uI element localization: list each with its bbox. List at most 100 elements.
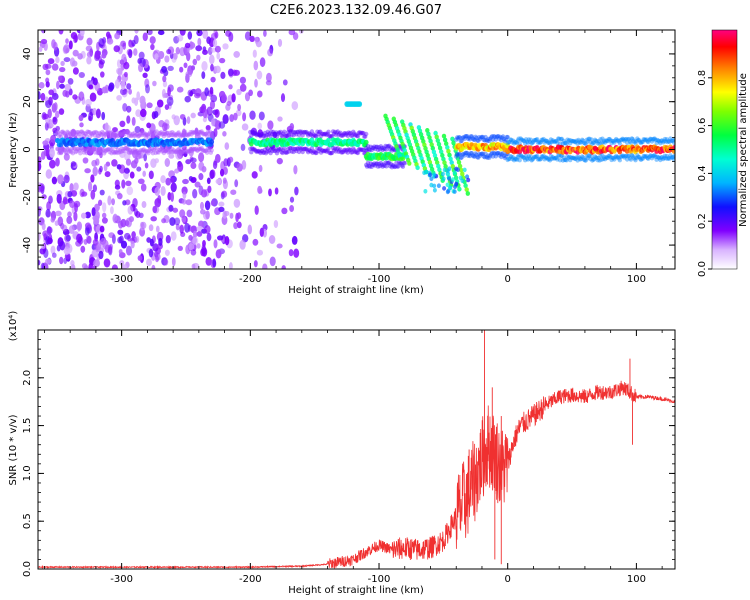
heatmap-cell — [214, 65, 221, 74]
heatmap-cell — [380, 164, 385, 169]
heatmap-cell — [384, 147, 389, 152]
heatmap-cell — [120, 80, 126, 90]
heatmap-cell — [283, 133, 288, 138]
heatmap-cell — [669, 155, 674, 160]
heatmap-cell — [103, 163, 108, 172]
heatmap-cell — [54, 110, 60, 119]
heatmap-cell — [118, 164, 126, 174]
heatmap-cell — [599, 157, 604, 162]
heatmap-cell — [568, 138, 574, 143]
colorbar-tick-label: 0.4 — [697, 165, 708, 181]
heatmap-cell — [646, 139, 651, 145]
heatmap-cell — [272, 148, 277, 153]
heatmap-cell — [85, 129, 90, 134]
heatmap-cell — [523, 141, 528, 146]
heatmap-cell — [623, 137, 628, 142]
snr-x-tick-label: 100 — [627, 574, 646, 585]
heatmap-cell — [273, 130, 279, 135]
heatmap-cell — [276, 147, 281, 152]
heatmap-cell — [562, 157, 567, 163]
heatmap-cell — [185, 149, 190, 155]
heatmap-cell — [60, 60, 65, 66]
snr-y-multiplier: (x10⁴) — [8, 311, 19, 342]
heatmap-cell — [172, 150, 178, 155]
heatmap-cell — [619, 137, 624, 142]
heatmap-cell — [137, 178, 145, 185]
heatmap-cell — [63, 57, 71, 63]
heatmap-cell — [170, 182, 177, 193]
heatmap-cell — [608, 138, 613, 143]
heatmap-cell — [471, 137, 476, 142]
heatmap-cell — [183, 62, 188, 69]
heatmap-cell — [582, 158, 588, 163]
heatmap-cell — [89, 92, 97, 102]
heatmap-cell — [176, 34, 184, 42]
heatmap-cell — [168, 204, 174, 212]
heatmap-cell — [432, 153, 438, 158]
heatmap-cell — [196, 243, 201, 249]
heatmap-cell — [85, 146, 90, 151]
heatmap-cell — [442, 160, 447, 166]
snr-y-tick-label: 2.0 — [22, 370, 33, 386]
heatmap-cell — [599, 140, 604, 146]
heatmap-cell — [200, 105, 206, 114]
heatmap-cell — [82, 147, 88, 153]
heatmap-cell — [38, 81, 45, 89]
heatmap-cell — [350, 150, 355, 155]
heatmap-cell — [190, 157, 197, 163]
heatmap-cell — [165, 147, 170, 152]
heatmap-cell — [228, 156, 234, 163]
heatmap-cell — [291, 149, 296, 155]
heatmap-cell — [266, 149, 271, 154]
heatmap-cell — [268, 235, 276, 244]
heatmap-cell — [453, 175, 459, 181]
heatmap-cell — [377, 147, 383, 152]
heatmap-cell — [78, 91, 85, 101]
heatmap-cell — [180, 114, 185, 120]
heatmap-cell — [116, 95, 122, 101]
heatmap-cell — [525, 157, 531, 162]
heatmap-cell — [482, 155, 487, 160]
heatmap-cell — [179, 132, 184, 137]
heatmap-cell — [173, 52, 178, 60]
heatmap-cell — [607, 153, 612, 158]
heatmap-cell — [454, 152, 459, 158]
heatmap-cell — [135, 132, 140, 137]
heatmap-cell — [456, 135, 462, 140]
heatmap-cell — [319, 148, 325, 153]
heatmap-cell — [658, 141, 663, 146]
heatmap-cell — [132, 130, 137, 136]
heatmap-cell — [98, 148, 103, 153]
heatmap-cell — [489, 135, 494, 140]
heatmap-cell — [134, 30, 139, 34]
heatmap-cell — [244, 92, 251, 102]
heatmap-cell — [199, 129, 204, 134]
heatmap-cell — [572, 156, 577, 161]
heatmap-cell — [93, 216, 100, 225]
heatmap-cell — [552, 156, 557, 161]
heatmap-cell — [137, 132, 143, 137]
heatmap-cell — [40, 38, 48, 45]
heatmap-cell — [281, 265, 286, 269]
heatmap-cell — [603, 138, 609, 143]
heatmap-cell — [602, 155, 607, 160]
heatmap-cell — [526, 154, 531, 159]
heatmap-cell — [594, 139, 600, 144]
heatmap-cell — [100, 146, 105, 151]
heatmap-cell — [102, 202, 107, 213]
heatmap-cell — [527, 139, 532, 144]
heatmap-cell — [79, 129, 84, 134]
heatmap-cell — [185, 159, 192, 165]
heatmap-cell — [509, 137, 514, 143]
heatmap-cell — [613, 155, 618, 160]
heatmap-cell — [592, 137, 598, 142]
heatmap-cell — [161, 88, 166, 99]
heatmap-cell — [58, 108, 65, 115]
heatmap-cell — [501, 153, 507, 159]
heatmap-cell — [455, 156, 461, 161]
heatmap-cell — [659, 155, 665, 160]
heatmap-cell — [239, 83, 247, 92]
heatmap-cell — [73, 211, 78, 222]
heatmap-cell — [356, 130, 361, 136]
heatmap-cell — [198, 152, 205, 163]
